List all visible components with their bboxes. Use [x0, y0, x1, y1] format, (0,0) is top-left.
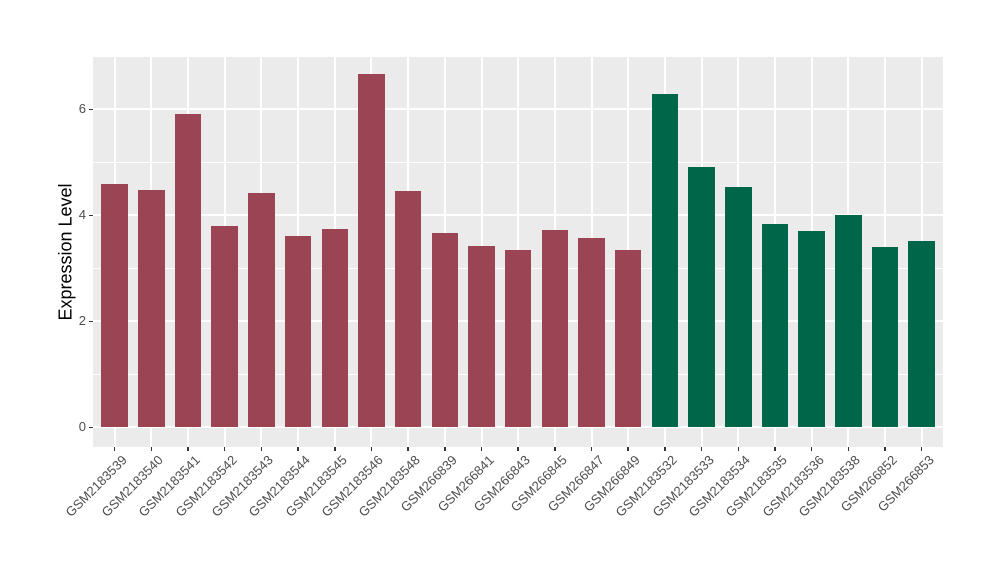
y-tick-mark: [88, 108, 93, 111]
x-tick-mark: [554, 447, 556, 451]
x-tick-mark: [480, 447, 483, 451]
x-tick-mark: [370, 447, 373, 451]
bar: [101, 183, 128, 428]
x-tick-mark: [150, 447, 153, 451]
x-tick-mark: [774, 447, 776, 451]
bar: [578, 238, 605, 428]
bar: [725, 186, 752, 428]
x-tick-mark: [407, 447, 409, 451]
bar: [688, 167, 715, 428]
bar: [468, 245, 495, 428]
bar: [248, 193, 275, 428]
bar: [174, 113, 202, 428]
bar: [431, 232, 459, 428]
x-tick-mark: [297, 447, 299, 451]
bar: [321, 229, 349, 428]
bar: [761, 224, 789, 428]
y-tick-label: 6: [78, 101, 86, 117]
bar: [835, 214, 862, 428]
bar: [284, 235, 312, 428]
bar: [614, 249, 642, 428]
bar: [908, 240, 935, 428]
y-tick-label: 0: [78, 419, 86, 435]
x-tick-mark: [810, 447, 813, 451]
x-tick-mark: [223, 447, 226, 451]
y-tick-label: 2: [78, 313, 86, 329]
y-tick-label: 4: [78, 207, 86, 223]
x-tick-mark: [260, 447, 263, 451]
x-tick-mark: [884, 447, 886, 451]
bar: [541, 229, 569, 428]
y-tick-mark: [88, 320, 93, 323]
x-tick-mark: [737, 447, 739, 451]
y-tick-mark: [88, 426, 93, 429]
x-tick-mark: [664, 447, 666, 451]
bar: [651, 94, 679, 428]
bar: [798, 231, 825, 428]
x-tick-mark: [700, 447, 703, 451]
x-tick-mark: [334, 447, 336, 451]
bar: [358, 73, 385, 428]
x-tick-mark: [920, 447, 923, 451]
x-tick-mark: [187, 447, 189, 451]
x-tick-mark: [627, 447, 629, 451]
bar: [504, 249, 532, 428]
bar: [138, 189, 165, 428]
y-axis-title: Expression Level: [55, 182, 76, 321]
y-tick-mark: [88, 214, 93, 217]
x-tick-mark: [517, 447, 519, 451]
bar: [871, 247, 899, 428]
x-tick-mark: [113, 447, 116, 451]
bar: [394, 190, 422, 428]
plot-panel: [93, 56, 943, 447]
x-tick-mark: [590, 447, 593, 451]
x-tick-mark: [847, 447, 850, 451]
bar: [211, 225, 238, 428]
x-tick-mark: [444, 447, 446, 451]
